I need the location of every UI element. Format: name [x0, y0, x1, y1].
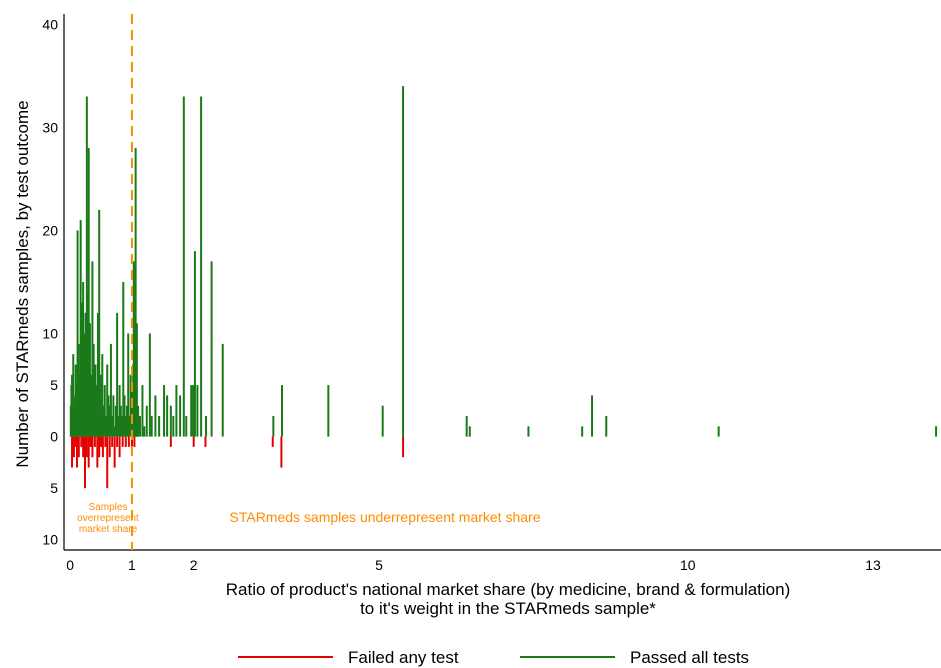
x-axis-title-line-2: to it's weight in the STARmeds sample* [360, 599, 656, 618]
y-tick-label: 30 [42, 119, 58, 135]
legend: Failed any test Passed all tests [238, 648, 749, 667]
legend-label-failed: Failed any test [348, 648, 459, 667]
bars-failed-series [71, 436, 405, 489]
x-axis-title-line-1: Ratio of product's national market share… [226, 580, 791, 599]
x-tick-label: 1 [128, 557, 136, 573]
y-tick-label: 20 [42, 222, 58, 238]
annotation-right: STARmeds samples underrepresent market s… [230, 509, 541, 525]
annotation-left-line-2: overrepresent [77, 513, 139, 524]
y-tick-label: 10 [42, 532, 58, 548]
legend-label-passed: Passed all tests [630, 648, 749, 667]
annotation-left-line-1: Samples [89, 502, 128, 513]
y-tick-label: 5 [50, 480, 58, 496]
x-tick-label: 0 [66, 557, 74, 573]
bars-passed-series [69, 86, 938, 437]
annotation-left-line-3: market share [79, 524, 138, 535]
y-axis-title: Number of STARmeds samples, by test outc… [13, 100, 32, 467]
x-tick-label: 10 [680, 557, 696, 573]
x-tick-label: 13 [865, 557, 881, 573]
y-tick-label: 5 [50, 377, 58, 393]
y-tick-labels: 40 30 20 10 5 0 5 10 [42, 16, 58, 547]
y-tick-label: 40 [42, 16, 58, 32]
y-tick-label: 10 [42, 326, 58, 342]
x-tick-label: 2 [190, 557, 198, 573]
x-tick-label: 5 [375, 557, 383, 573]
x-tick-labels: 0 1 2 5 10 13 [66, 557, 881, 573]
y-tick-label: 0 [50, 429, 58, 445]
